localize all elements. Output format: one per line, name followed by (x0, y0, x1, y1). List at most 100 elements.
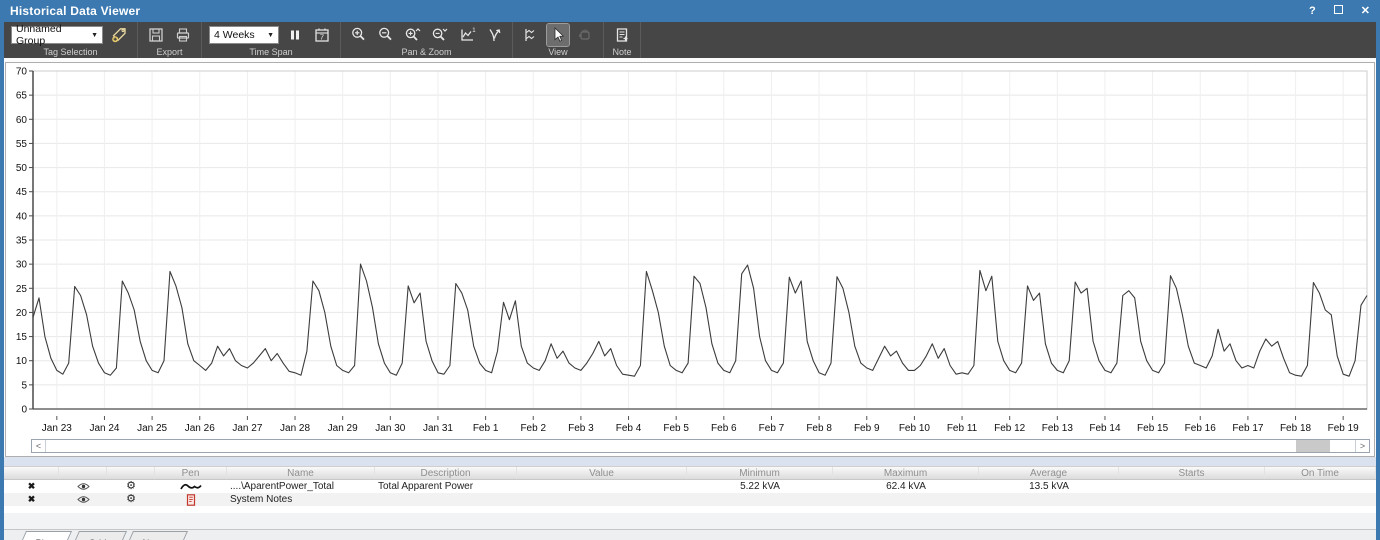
pause-updates-button[interactable] (284, 24, 306, 46)
scroll-right-button[interactable]: > (1355, 440, 1369, 452)
pen-line-style-icon (180, 483, 202, 489)
column-header-average: Average (979, 467, 1119, 479)
group-label-tag-selection: Tag Selection (43, 47, 98, 57)
add-note-button[interactable] (611, 24, 633, 46)
scroll-left-button[interactable]: < (32, 440, 46, 452)
pan-hand-icon (579, 29, 590, 40)
svg-text:0: 0 (21, 405, 27, 416)
svg-text:65: 65 (16, 91, 28, 102)
svg-text:25: 25 (16, 284, 28, 295)
svg-text:Feb 16: Feb 16 (1185, 423, 1217, 434)
pen-settings-button[interactable]: ⚙ (107, 494, 155, 505)
pen-table: Pen Name Description Value Minimum Maximum Ave… (4, 466, 1376, 506)
zoom-out-time-button[interactable] (429, 24, 451, 46)
column-header-minimum: Minimum (687, 467, 833, 479)
zoom-in-time-icon (405, 28, 421, 41)
svg-text:45: 45 (16, 187, 28, 198)
column-header-description: Description (375, 467, 517, 479)
scrollbar-track[interactable] (46, 440, 1355, 452)
cell-minimum: 5.22 kVA (740, 481, 780, 492)
undo-zoom-button[interactable] (483, 24, 505, 46)
svg-text:50: 50 (16, 163, 28, 174)
svg-text:Feb 10: Feb 10 (899, 423, 931, 434)
print-icon (176, 28, 190, 42)
toggle-visibility-button[interactable] (59, 482, 107, 491)
stacked-trends-button[interactable] (520, 24, 542, 46)
svg-text:Jan 31: Jan 31 (423, 423, 453, 434)
help-button[interactable]: ? (1309, 4, 1316, 17)
column-header-settings (107, 467, 155, 479)
svg-text:1: 1 (472, 28, 476, 34)
svg-text:Jan 23: Jan 23 (42, 423, 72, 434)
window-title: Historical Data Viewer (10, 4, 141, 18)
svg-text:Feb 17: Feb 17 (1232, 423, 1264, 434)
toggle-visibility-button[interactable] (59, 495, 107, 504)
svg-text:Jan 29: Jan 29 (328, 423, 358, 434)
time-span-dropdown[interactable]: 4 Weeks ▼ (209, 26, 279, 44)
note-group: Note (604, 22, 641, 58)
tag-group-dropdown[interactable]: Unnamed Group ▼ (11, 23, 103, 47)
tag-add-icon (112, 28, 126, 43)
cell-average: 13.5 kVA (1029, 481, 1069, 492)
tag-add-button[interactable] (108, 24, 130, 46)
svg-text:Feb 5: Feb 5 (663, 423, 689, 434)
svg-text:Jan 24: Jan 24 (89, 423, 119, 434)
svg-text:15: 15 (16, 332, 28, 343)
zoom-extents-icon: 1 (461, 28, 476, 41)
trend-chart-panel: 0 5 10 15 20 25 30 35 40 45 50 55 60 65 70 Jan 23 Jan 24… (5, 62, 1375, 457)
svg-text:Feb 3: Feb 3 (568, 423, 594, 434)
tab-plot[interactable]: Plot (17, 531, 73, 540)
save-button[interactable] (145, 24, 167, 46)
table-empty-area (4, 506, 1376, 529)
export-group: Export (138, 22, 202, 58)
tab-grid[interactable]: Grid (70, 531, 127, 540)
group-label-view: View (548, 47, 568, 57)
save-icon (149, 28, 163, 42)
select-date-button[interactable]: 7 (311, 24, 333, 46)
column-header-visible (59, 467, 107, 479)
tab-notes[interactable]: Notes (125, 531, 189, 540)
tag-selection-group: Unnamed Group ▼ Tag Selection (4, 22, 138, 58)
zoom-extents-button[interactable]: 1 (456, 24, 478, 46)
scrollbar-thumb[interactable] (1296, 440, 1331, 452)
close-button[interactable]: ✕ (1360, 4, 1370, 17)
pan-hand-button[interactable] (574, 24, 596, 46)
trend-chart[interactable]: 0 5 10 15 20 25 30 35 40 45 50 55 60 65 70 Jan 23 Jan 24… (7, 65, 1373, 437)
delete-pen-button[interactable]: ✖ (4, 482, 59, 491)
svg-text:10: 10 (16, 356, 28, 367)
svg-text:Feb 6: Feb 6 (711, 423, 737, 434)
select-mode-button[interactable] (546, 23, 570, 47)
note-add-icon (616, 28, 628, 42)
svg-text:30: 30 (16, 260, 28, 271)
zoom-out-button[interactable] (375, 24, 397, 46)
eye-icon (76, 483, 90, 490)
pen-settings-button[interactable]: ⚙ (107, 481, 155, 492)
pen-row-1[interactable]: ✖ ⚙ ....\AparentPower_Total Total Apparent … (4, 480, 1376, 493)
svg-text:Feb 19: Feb 19 (1328, 423, 1360, 434)
window-border-right (1376, 0, 1380, 540)
delete-pen-button[interactable]: ✖ (4, 495, 59, 504)
maximize-button[interactable] (1333, 5, 1343, 17)
bottom-tab-strip: Plot Grid Notes (4, 529, 1376, 540)
group-label-time-span: Time Span (249, 47, 293, 57)
svg-text:60: 60 (16, 115, 28, 126)
svg-text:Jan 25: Jan 25 (137, 423, 167, 434)
group-label-note: Note (612, 47, 632, 57)
cell-name: System Notes (230, 494, 293, 505)
svg-text:20: 20 (16, 308, 28, 319)
pen-row-2[interactable]: ✖ ⚙ System Notes (4, 493, 1376, 506)
pen-style-cell[interactable] (155, 482, 227, 492)
panel-divider (4, 457, 1376, 466)
print-button[interactable] (172, 24, 194, 46)
svg-text:7: 7 (320, 33, 324, 42)
cell-name: ....\AparentPower_Total (230, 481, 334, 492)
maximize-icon (1333, 5, 1343, 14)
zoom-in-time-button[interactable] (402, 24, 424, 46)
time-scrollbar[interactable]: < > (31, 439, 1370, 453)
pen-style-cell[interactable] (155, 493, 227, 506)
time-span-dropdown-value: 4 Weeks (214, 29, 255, 41)
chevron-down-icon: ▼ (91, 31, 98, 39)
pan-zoom-group: 1 Pan & Zoom (341, 22, 513, 58)
zoom-in-button[interactable] (348, 24, 370, 46)
svg-text:Jan 26: Jan 26 (185, 423, 215, 434)
